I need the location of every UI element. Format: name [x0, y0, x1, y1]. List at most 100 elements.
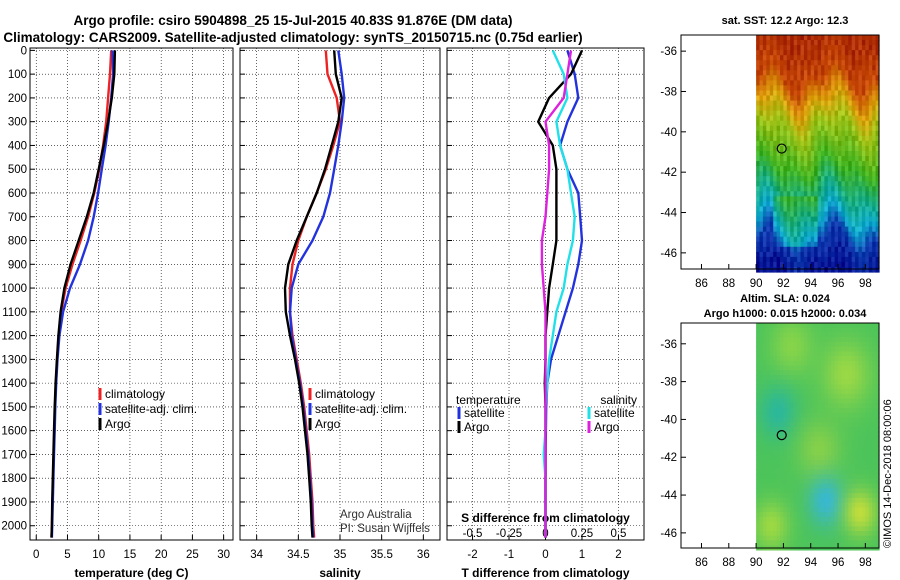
sla_map-cell — [868, 464, 873, 471]
sst_map-cell — [872, 135, 877, 142]
sst_map-cell — [844, 70, 849, 76]
sst_map-cell — [827, 125, 832, 132]
sla_map-cell — [814, 507, 819, 513]
sla_map-cell — [783, 535, 788, 541]
sst_map-cell — [793, 221, 798, 228]
sst_map-cell — [834, 100, 839, 107]
sla_map-cell — [780, 497, 784, 504]
sla_map-cell — [868, 403, 873, 409]
sla_map-cell — [821, 445, 825, 452]
sst_map-cell — [807, 125, 812, 132]
sla_map-cell — [821, 497, 825, 504]
sla_map-cell — [797, 398, 802, 404]
sst_map-cell — [855, 85, 860, 91]
sst_map-cell — [810, 55, 815, 61]
sla_map-cell — [821, 323, 825, 329]
sst_map-cell — [800, 191, 805, 197]
sla_map-cell — [872, 535, 877, 541]
sst_map-cell — [756, 40, 761, 46]
sst_map-cell — [780, 60, 784, 66]
sst_map-cell — [773, 161, 778, 167]
sst_map-cell — [848, 261, 853, 268]
sla_map-cell — [872, 540, 877, 546]
sst_map-cell — [844, 241, 849, 248]
sla_map-cell — [803, 507, 808, 513]
sst_map-cell — [807, 191, 812, 197]
sla_map-ytick-label-2: -40 — [660, 414, 677, 426]
sst_map-cell — [790, 211, 795, 218]
sst_map-cell — [858, 216, 863, 223]
sst_map-cell — [865, 65, 870, 71]
sla_map-cell — [790, 422, 795, 428]
sla_map-cell — [769, 502, 774, 508]
sst_map-cell — [786, 161, 791, 167]
sla_map-cell — [793, 540, 798, 546]
sla_map-cell — [814, 393, 819, 400]
sst_map-cell — [861, 251, 866, 258]
sst_map-cell — [780, 231, 784, 238]
sst_map-cell — [875, 110, 880, 117]
sla_map-cell — [776, 497, 781, 504]
sla_map-cell — [841, 521, 846, 527]
sst_map-cell — [861, 161, 866, 167]
sla_map-cell — [807, 516, 812, 523]
sst_map-cell — [800, 176, 805, 182]
sla_map-cell — [872, 337, 877, 343]
sla_map-cell — [810, 531, 815, 537]
sst_map-cell — [810, 151, 815, 157]
sla_map-cell — [769, 535, 774, 541]
sst_map-cell — [831, 171, 836, 177]
sla_map-cell — [855, 403, 860, 409]
sla_map-cell — [865, 375, 870, 381]
sst_map-cell — [797, 80, 802, 86]
sla_map-cell — [865, 507, 870, 513]
sst_map-cell — [858, 246, 863, 253]
sla_map-cell — [759, 393, 764, 400]
sla_map-xtick-label-6: 98 — [859, 557, 872, 569]
sla_map-cell — [841, 455, 846, 461]
sst_map-cell — [817, 110, 822, 117]
sla_map-cell — [773, 337, 778, 343]
sla_map-cell — [855, 540, 860, 546]
sla_map-cell — [756, 365, 761, 371]
sst_map-cell — [769, 181, 774, 187]
sla_map-cell — [827, 469, 832, 475]
sla_map-cell — [783, 365, 788, 371]
sst_map-cell — [762, 115, 767, 122]
sla_map-cell — [786, 341, 791, 348]
sla_map-cell — [773, 417, 778, 423]
sla_map-cell — [821, 327, 825, 333]
sst_map-cell — [793, 181, 798, 187]
sst_map-cell — [834, 135, 839, 142]
sst_map-cell — [790, 65, 795, 71]
sst_map-cell — [780, 120, 784, 127]
sla_map-cell — [759, 483, 764, 489]
sla_map-cell — [769, 521, 774, 527]
sla_map-cell — [824, 507, 829, 513]
sla_map-cell — [858, 351, 863, 357]
sst_map-cell — [838, 226, 842, 233]
sla_map-cell — [848, 332, 853, 338]
sla_map-cell — [872, 403, 877, 409]
sla_map-cell — [803, 469, 808, 475]
sst_map-cell — [827, 35, 832, 41]
sst_map-cell — [865, 261, 870, 268]
sla_map-cell — [803, 455, 808, 461]
differences-xtick-label-2: 0 — [542, 549, 548, 561]
sst_map-cell — [810, 171, 815, 177]
sst_map-cell — [872, 45, 877, 51]
sst_map-cell — [776, 45, 781, 51]
sla_map-cell — [790, 370, 795, 376]
sla_map-cell — [776, 455, 781, 461]
sla_map-cell — [810, 507, 815, 513]
sla_map-cell — [868, 427, 873, 433]
sla_map-cell — [851, 327, 856, 333]
sla_map-cell — [851, 408, 856, 414]
sla_map-cell — [841, 389, 846, 395]
sst_map-cell — [793, 55, 798, 61]
sst_map-cell — [838, 35, 842, 41]
sla_map-cell — [817, 403, 822, 409]
sla_map-cell — [810, 431, 815, 437]
sla_map-cell — [831, 323, 836, 329]
sla_map-cell — [848, 521, 853, 527]
